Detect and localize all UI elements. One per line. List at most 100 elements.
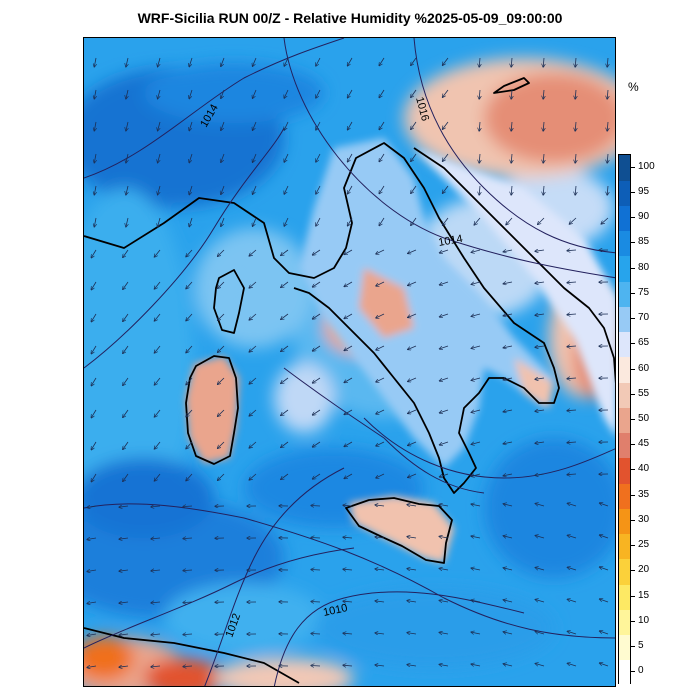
colorbar-segment: [619, 558, 630, 585]
wind-arrow: [511, 89, 512, 99]
wind-arrow: [535, 504, 545, 507]
wind-arrow: [440, 473, 449, 477]
wind-arrow: [407, 505, 417, 506]
wind-arrow: [348, 89, 353, 98]
colorbar-tick: [631, 419, 635, 420]
wind-arrow: [126, 153, 128, 163]
wind-arrow: [535, 474, 545, 475]
wind-arrow: [189, 89, 193, 99]
wind-arrow: [91, 409, 97, 418]
wind-arrow: [151, 506, 161, 507]
wind-arrow: [479, 153, 480, 163]
wind-arrow: [607, 185, 608, 195]
wind-arrow: [471, 536, 481, 538]
wind-arrow: [281, 249, 289, 255]
wind-arrow: [94, 153, 96, 163]
wind-arrow: [569, 217, 577, 224]
wind-arrow: [607, 153, 608, 163]
wind-arrow: [479, 121, 480, 131]
wind-arrow: [344, 409, 353, 415]
wind-arrow: [503, 600, 513, 602]
wind-arrow: [471, 664, 481, 666]
wind-arrow: [316, 57, 321, 66]
wind-arrow: [443, 57, 449, 65]
wind-arrow: [375, 569, 385, 570]
wind-arrow: [567, 378, 577, 379]
wind-arrow: [440, 409, 449, 413]
wind-arrow: [249, 441, 257, 448]
colorbar-tick: [631, 595, 635, 597]
wind-arrow: [221, 89, 225, 98]
wind-arrow: [253, 57, 257, 66]
wind-arrow: [407, 633, 417, 634]
wind-arrow: [443, 89, 449, 97]
wind-arrow: [249, 409, 257, 416]
wind-arrow: [600, 663, 609, 667]
wind-arrow: [186, 313, 193, 321]
wind-arrow: [440, 345, 449, 349]
wind-arrow: [439, 632, 449, 634]
wind-arrow: [343, 665, 353, 666]
wind-arrow: [511, 121, 512, 131]
wind-arrow: [567, 474, 577, 475]
wind-arrow: [607, 57, 608, 67]
wind-arrow: [221, 217, 225, 226]
wind-arrow: [575, 185, 576, 195]
wind-arrow: [543, 185, 544, 195]
wind-arrow: [311, 506, 321, 507]
wind-arrow: [567, 535, 577, 539]
wind-arrow: [479, 185, 480, 195]
wind-arrow: [119, 506, 129, 507]
wind-arrow: [543, 57, 544, 67]
wind-arrow: [535, 568, 545, 571]
wind-arrow: [313, 441, 321, 447]
wind-arrow: [600, 567, 609, 571]
wind-arrow: [123, 345, 129, 353]
wind-arrow: [119, 634, 129, 635]
colorbar-tick-label: 50: [638, 413, 650, 424]
wind-arrow: [344, 249, 353, 255]
wind-arrow: [284, 89, 289, 98]
colorbar-tick-label: 10: [638, 614, 650, 626]
wind-arrow: [600, 631, 609, 635]
wind-arrow: [348, 185, 353, 194]
colorbar-segment: [619, 508, 630, 535]
wind-arrow: [183, 506, 193, 507]
colorbar-tick: [631, 368, 635, 370]
wind-arrow: [151, 666, 161, 667]
wind-arrow: [154, 409, 161, 417]
wind-arrow: [91, 313, 97, 322]
wind-arrow: [471, 600, 481, 602]
wind-arrow: [379, 153, 385, 162]
wind-arrow: [183, 602, 193, 603]
wind-arrow: [119, 602, 129, 603]
wind-arrow: [119, 666, 129, 667]
wind-arrow: [543, 153, 544, 163]
wind-arrow: [471, 504, 481, 506]
wind-arrow: [503, 346, 513, 348]
wind-arrow: [183, 634, 193, 635]
wind-arrow: [535, 250, 545, 251]
wind-arrow: [348, 217, 353, 226]
wind-arrow: [249, 313, 257, 320]
wind-arrow: [600, 535, 609, 539]
wind-arrow: [376, 249, 385, 254]
wind-arrow: [284, 153, 289, 162]
wind-arrow: [376, 377, 385, 382]
wind-arrow: [158, 121, 160, 131]
colorbar-tick-label: 90: [638, 211, 650, 223]
wind-arrow: [253, 153, 257, 162]
wind-arrow: [183, 570, 193, 571]
wind-arrow: [607, 121, 608, 131]
wind-arrow: [186, 409, 193, 417]
wind-arrow: [543, 89, 544, 99]
wind-arrow: [87, 634, 97, 636]
colorbar-tick: [631, 292, 635, 294]
wind-arrow: [471, 378, 481, 380]
wind-arrow: [567, 314, 577, 315]
wind-arrow: [119, 570, 129, 571]
wind-arrow: [503, 314, 513, 316]
wind-arrow: [343, 505, 353, 506]
wind-arrow: [221, 57, 225, 66]
wind-arrow: [567, 567, 577, 571]
